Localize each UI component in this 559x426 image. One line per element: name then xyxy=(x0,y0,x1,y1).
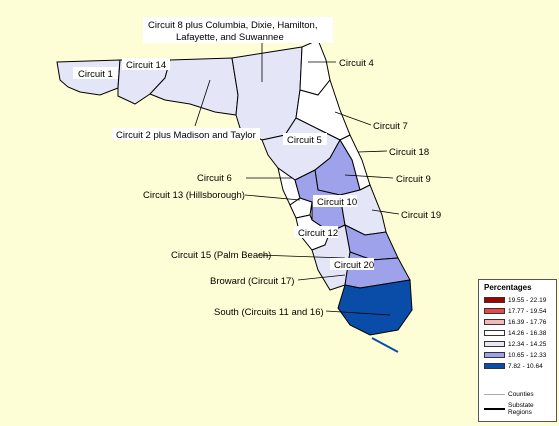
label-circuit-13: Circuit 13 (Hillsborough) xyxy=(143,190,245,201)
florida-keys xyxy=(371,337,399,353)
label-circuit-14: Circuit 14 xyxy=(126,60,166,71)
label-circuit-19: Circuit 19 xyxy=(401,210,441,221)
counties-line-swatch xyxy=(484,394,505,395)
label-circuit-1: Circuit 1 xyxy=(78,69,113,80)
label-bg-circuit-20 xyxy=(330,258,374,270)
label-circuit-15: Circuit 15 (Palm Beach) xyxy=(171,250,271,261)
label-circuit-17: Broward (Circuit 17) xyxy=(210,276,294,287)
legend-substate: Substate Regions xyxy=(484,402,534,416)
label-circuit-12: Circuit 12 xyxy=(298,228,338,239)
leader-circuit-9 xyxy=(344,174,394,179)
legend-range-label: 7.82 - 10.64 xyxy=(508,362,543,370)
legend-swatch xyxy=(484,363,505,369)
leader-circuit-17 xyxy=(297,274,346,281)
leader-circuit-13 xyxy=(244,194,301,201)
label-bg-circuit-10 xyxy=(313,195,357,207)
legend-range-row: 14.26 - 16.38 xyxy=(484,329,546,337)
legend-range-row: 16.39 - 17.76 xyxy=(484,318,546,326)
label-bg-circuit-14 xyxy=(122,58,170,70)
legend-range-label: 17.77 - 19.54 xyxy=(508,307,547,315)
label-circuit-8-line1: Circuit 8 plus Columbia, Dixie, Hamilton… xyxy=(148,20,317,31)
legend-range-label: 19.55 - 22.19 xyxy=(508,296,547,304)
label-circuit-2: Circuit 2 plus Madison and Taylor xyxy=(116,130,256,141)
leader-circuit-2 xyxy=(194,79,211,127)
legend-swatch xyxy=(484,330,505,336)
label-circuit-20: Circuit 20 xyxy=(334,260,374,271)
legend-counties-label: Counties xyxy=(508,391,534,398)
leader-circuit-7 xyxy=(334,111,372,126)
legend: Percentages 19.55 - 22.19 17.77 - 19.54 16… xyxy=(478,279,557,422)
legend-title: Percentages xyxy=(484,283,532,292)
label-circuit-4: Circuit 4 xyxy=(339,58,374,69)
label-circuit-11-16: South (Circuits 11 and 16) xyxy=(214,307,324,318)
legend-range-label: 10.65 - 12.33 xyxy=(508,351,547,359)
legend-substate-label-2: Regions xyxy=(508,409,532,416)
legend-range-row: 17.77 - 19.54 xyxy=(484,307,546,315)
legend-range-row: 10.65 - 12.33 xyxy=(484,351,546,359)
leader-circuit-18 xyxy=(357,150,388,153)
label-circuit-18: Circuit 18 xyxy=(389,147,429,158)
legend-swatch xyxy=(484,352,505,358)
legend-swatch xyxy=(484,341,505,347)
region-circuit-13 xyxy=(289,197,313,219)
legend-range-row: 7.82 - 10.64 xyxy=(484,362,543,370)
label-bg-circuit-2 xyxy=(112,128,260,140)
legend-range-label: 16.39 - 17.76 xyxy=(508,318,547,326)
label-bg-circuit-12 xyxy=(294,226,338,238)
label-circuit-8-line2: Lafayette, and Suwannee xyxy=(176,32,284,43)
label-bg-circuit-5 xyxy=(283,133,327,145)
legend-range-row: 19.55 - 22.19 xyxy=(484,296,546,304)
legend-range-row: 12.34 - 14.25 xyxy=(484,340,546,348)
label-circuit-5: Circuit 5 xyxy=(287,135,322,146)
legend-counties: Counties xyxy=(484,391,534,398)
legend-swatch xyxy=(484,308,505,314)
label-bg-circuit-1 xyxy=(73,67,118,79)
leader-circuit-19 xyxy=(371,209,400,215)
label-bg-circuit-8 xyxy=(143,17,333,43)
legend-swatch xyxy=(484,297,505,303)
label-circuit-6: Circuit 6 xyxy=(197,173,232,184)
legend-substate-label-1: Substate xyxy=(508,402,534,409)
region-circuit-11-16 xyxy=(337,279,413,336)
legend-range-label: 14.26 - 16.38 xyxy=(508,329,547,337)
leader-circuit-15 xyxy=(257,254,346,259)
legend-range-label: 12.34 - 14.25 xyxy=(508,340,547,348)
substate-line-swatch xyxy=(484,408,505,410)
label-circuit-7: Circuit 7 xyxy=(373,121,408,132)
label-circuit-10: Circuit 10 xyxy=(317,197,357,208)
label-circuit-9: Circuit 9 xyxy=(396,174,431,185)
leader-circuit-11-16 xyxy=(325,310,391,316)
legend-swatch xyxy=(484,319,505,325)
